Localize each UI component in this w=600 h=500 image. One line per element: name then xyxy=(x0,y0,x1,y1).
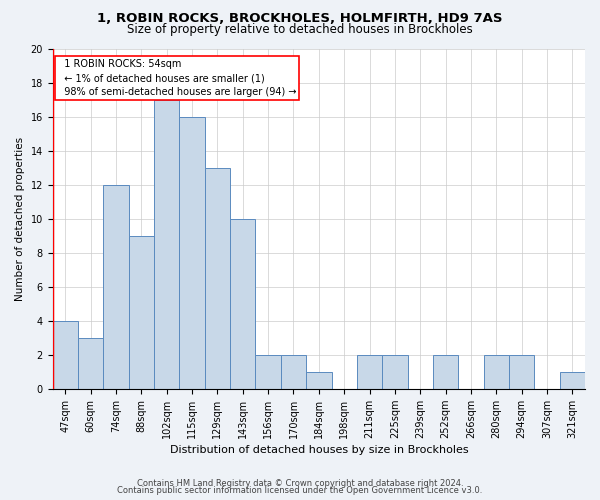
Bar xyxy=(281,355,306,389)
Bar xyxy=(509,355,535,389)
Bar xyxy=(78,338,103,389)
Text: Size of property relative to detached houses in Brockholes: Size of property relative to detached ho… xyxy=(127,22,473,36)
Text: Contains public sector information licensed under the Open Government Licence v3: Contains public sector information licen… xyxy=(118,486,482,495)
X-axis label: Distribution of detached houses by size in Brockholes: Distribution of detached houses by size … xyxy=(170,445,468,455)
Bar xyxy=(357,355,382,389)
Bar xyxy=(433,355,458,389)
Bar xyxy=(205,168,230,389)
Bar xyxy=(53,321,78,389)
Bar xyxy=(560,372,585,389)
Bar xyxy=(256,355,281,389)
Bar xyxy=(306,372,332,389)
Bar xyxy=(129,236,154,389)
Bar xyxy=(484,355,509,389)
Text: 1, ROBIN ROCKS, BROCKHOLES, HOLMFIRTH, HD9 7AS: 1, ROBIN ROCKS, BROCKHOLES, HOLMFIRTH, H… xyxy=(97,12,503,26)
Text: 1 ROBIN ROCKS: 54sqm
  ← 1% of detached houses are smaller (1)
  98% of semi-det: 1 ROBIN ROCKS: 54sqm ← 1% of detached ho… xyxy=(58,59,296,97)
Bar xyxy=(103,185,129,389)
Y-axis label: Number of detached properties: Number of detached properties xyxy=(15,137,25,301)
Text: Contains HM Land Registry data © Crown copyright and database right 2024.: Contains HM Land Registry data © Crown c… xyxy=(137,478,463,488)
Bar xyxy=(179,117,205,389)
Bar xyxy=(154,100,179,389)
Bar xyxy=(382,355,407,389)
Bar xyxy=(230,219,256,389)
